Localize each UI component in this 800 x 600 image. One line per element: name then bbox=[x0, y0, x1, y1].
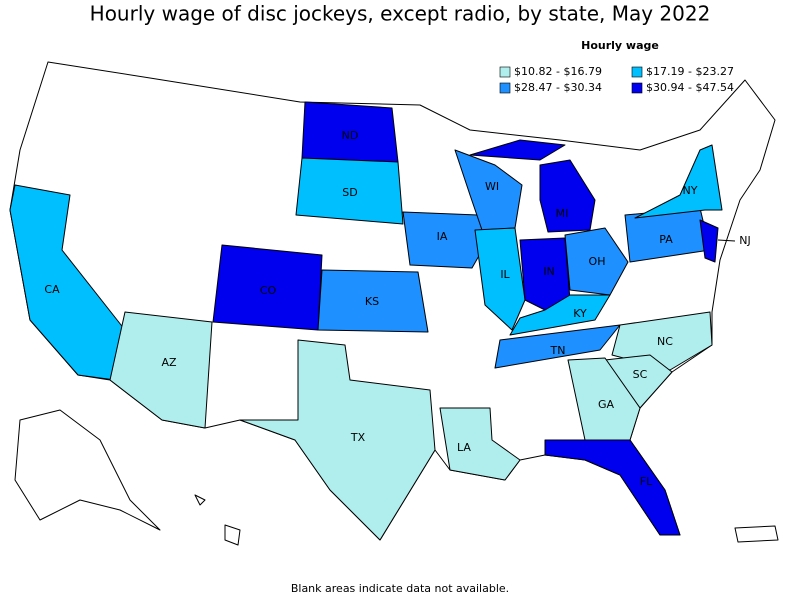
state bbox=[544, 439, 681, 536]
state bbox=[109, 311, 213, 429]
state bbox=[611, 311, 713, 371]
legend-label: $30.94 - $47.54 bbox=[646, 81, 734, 94]
state-label: IN bbox=[543, 265, 554, 278]
state bbox=[699, 219, 719, 263]
puerto-rico bbox=[734, 525, 779, 543]
state-label: IA bbox=[437, 230, 448, 243]
state-label: ND bbox=[342, 129, 359, 142]
state-label: NJ bbox=[739, 234, 750, 247]
state-label: GA bbox=[598, 398, 615, 411]
state-label: LA bbox=[457, 441, 471, 454]
state bbox=[239, 339, 436, 541]
nj-leader bbox=[717, 239, 736, 242]
legend-label: $10.82 - $16.79 bbox=[514, 65, 602, 78]
state-label: TX bbox=[350, 431, 366, 444]
state-label: MI bbox=[556, 207, 569, 220]
hawaii bbox=[194, 494, 241, 546]
state-label: SD bbox=[342, 186, 357, 199]
state bbox=[474, 227, 526, 331]
state bbox=[634, 144, 723, 219]
state-label: TN bbox=[550, 344, 566, 357]
state-label: PA bbox=[659, 233, 673, 246]
state bbox=[439, 407, 521, 481]
legend-swatch bbox=[631, 82, 643, 94]
legend-swatch bbox=[499, 82, 511, 94]
state-label: SC bbox=[633, 368, 648, 381]
state-label: IL bbox=[500, 268, 510, 281]
legend-title: Hourly wage bbox=[581, 39, 659, 52]
legend-swatch bbox=[631, 66, 643, 78]
map-title: Hourly wage of disc jockeys, except radi… bbox=[90, 2, 711, 26]
state-label: AZ bbox=[161, 356, 177, 369]
state bbox=[564, 227, 629, 296]
state bbox=[509, 294, 611, 336]
state bbox=[295, 157, 404, 225]
state bbox=[494, 324, 621, 369]
alaska bbox=[14, 409, 161, 531]
state-label: OH bbox=[589, 255, 606, 268]
legend-swatch bbox=[499, 66, 511, 78]
state-label: CO bbox=[260, 284, 277, 297]
legend-label: $28.47 - $30.34 bbox=[514, 81, 602, 94]
state-label: NC bbox=[657, 335, 673, 348]
state-label: FL bbox=[640, 475, 653, 488]
state-label: KS bbox=[365, 295, 379, 308]
state-label: CA bbox=[44, 283, 60, 296]
state-label: WI bbox=[485, 180, 499, 193]
state-label: KY bbox=[573, 307, 587, 320]
footnote: Blank areas indicate data not available. bbox=[291, 582, 509, 595]
state-label: NY bbox=[683, 184, 698, 197]
legend-label: $17.19 - $23.27 bbox=[646, 65, 734, 78]
state bbox=[469, 139, 596, 233]
state bbox=[317, 269, 429, 333]
state bbox=[567, 357, 641, 441]
